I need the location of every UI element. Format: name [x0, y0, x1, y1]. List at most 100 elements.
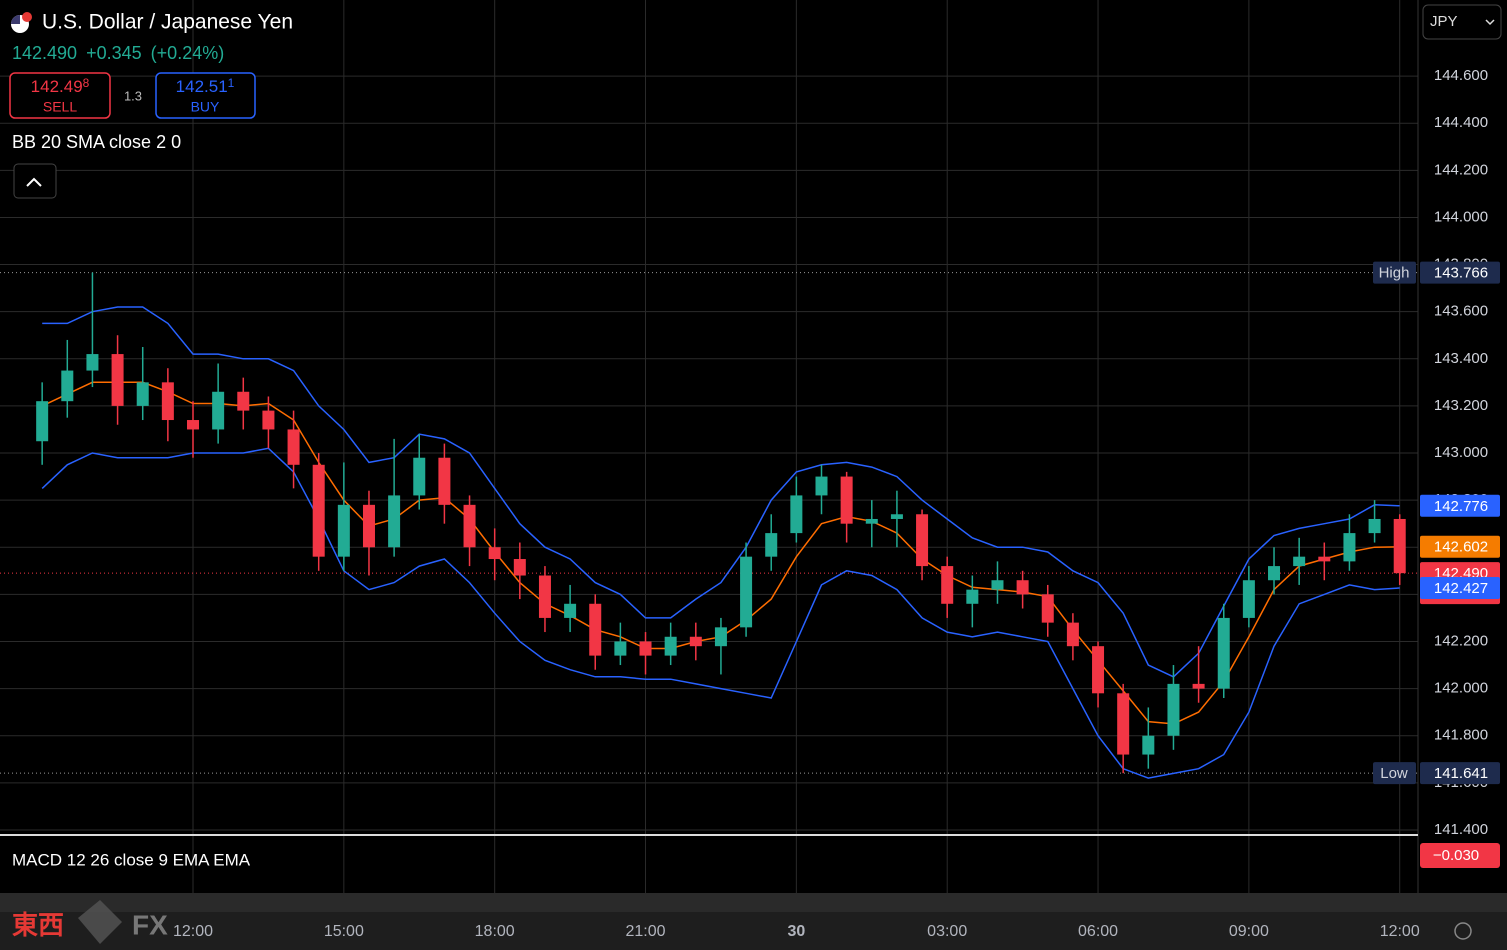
watermark-icon [78, 900, 122, 944]
x-tick-label: 30 [787, 923, 805, 940]
sell-price[interactable]: 142.498 [31, 76, 90, 96]
sell-price-tail: 8 [83, 76, 90, 90]
x-tick-label: 06:00 [1078, 923, 1118, 940]
symbol-title: U.S. Dollar / Japanese Yen [42, 11, 293, 34]
candle-body [1117, 693, 1130, 755]
price-change: +0.345 [86, 43, 142, 63]
x-tick-label: 12:00 [1380, 923, 1420, 940]
spacer [0, 893, 1507, 912]
candle-body [1142, 735, 1155, 755]
y-tick-label: 143.400 [1434, 350, 1488, 367]
candle-body [337, 504, 350, 557]
price-label: 143.766 [1434, 265, 1488, 282]
price-change-pct: (+0.24%) [151, 43, 225, 63]
plot [0, 272, 1418, 779]
sell-button[interactable] [9, 72, 111, 119]
y-tick-label: 143.200 [1434, 397, 1488, 414]
candle-body [1167, 683, 1180, 736]
y-tick-label: 141.400 [1434, 821, 1488, 838]
time-axis [0, 912, 1507, 950]
candle-body [388, 495, 401, 548]
candle-body [991, 580, 1004, 590]
candle-body [765, 533, 778, 557]
candle-body [714, 627, 727, 647]
candle-body [941, 566, 954, 604]
candle-body [614, 641, 627, 656]
buy-label[interactable]: BUY [191, 99, 220, 115]
candle-body [1343, 533, 1356, 562]
candle-body [312, 464, 325, 557]
buy-button[interactable] [155, 72, 256, 119]
candle-body [639, 641, 652, 656]
time-labels: 12:00 15:00 18:00 21:00 30 03:00 06:00 09:00 12:… [173, 923, 1420, 940]
macd-value-box [1420, 843, 1500, 868]
watermark-cn: 東西 [12, 910, 64, 940]
bb-label: BB 20 SMA close 2 0 [12, 132, 181, 152]
price-label-name-box [1373, 261, 1416, 284]
candle-body [1318, 556, 1331, 562]
candle-body [413, 457, 426, 496]
candle-body [1016, 580, 1029, 595]
candle-body [689, 636, 702, 647]
price-label-box [1420, 535, 1500, 558]
candle-body [865, 518, 878, 524]
candle-body [664, 636, 677, 656]
candle-body [1192, 683, 1205, 689]
candle-body [790, 495, 803, 534]
currency-dropdown[interactable] [1422, 4, 1502, 40]
price-label: 141.641 [1434, 765, 1488, 782]
watermark-fx: FX [132, 909, 168, 940]
price-label-name: Low [1380, 765, 1408, 782]
candle-body [161, 382, 174, 421]
quote: 142.490 +0.345 (+0.24%) [12, 43, 224, 63]
currency[interactable]: JPY [1430, 13, 1458, 30]
candle-body [212, 391, 225, 430]
settings-icon[interactable] [1454, 922, 1472, 940]
candle-body [1066, 622, 1079, 647]
chevron-icon [26, 177, 42, 187]
dropdown-icon [1485, 19, 1495, 26]
price-label-name-box [1373, 762, 1416, 785]
candle-body [36, 401, 49, 442]
candle-body [966, 589, 979, 604]
y-tick-label: 144.600 [1434, 67, 1488, 84]
candle-body [1368, 518, 1381, 534]
candle-body [61, 370, 74, 402]
y-tick-label: 144.400 [1434, 114, 1488, 131]
y-tick-label: 144.200 [1434, 161, 1488, 178]
candle-body [1242, 580, 1255, 618]
price-label-box [1420, 762, 1500, 785]
candle-body [187, 420, 199, 430]
flag-icon-jp [22, 12, 32, 22]
flag-icon-part [11, 15, 20, 24]
price-label-box [1420, 577, 1500, 599]
candle-body [1041, 594, 1054, 623]
candle-body [438, 457, 451, 505]
candle-body [916, 514, 929, 567]
sell-label[interactable]: SELL [43, 99, 77, 115]
candle-body [840, 476, 853, 524]
last-price: 142.490 [12, 43, 77, 63]
candle-body [815, 476, 828, 496]
candle-body [1293, 556, 1306, 567]
x-tick-label: 03:00 [927, 923, 967, 940]
candle-body [86, 354, 99, 371]
candle-body [111, 354, 124, 406]
price-label: 142.427 [1434, 580, 1488, 597]
candle-body [287, 429, 300, 465]
price-label: 142.776 [1434, 498, 1488, 515]
candle-body [136, 382, 149, 406]
price-axis: 144.600144.400144.200144.000143.800143.6… [1373, 67, 1500, 838]
x-tick-label: 09:00 [1229, 923, 1269, 940]
macd-label: MACD 12 26 close 9 EMA EMA [12, 850, 251, 869]
macd-value: −0.030 [1433, 847, 1479, 864]
buy-price[interactable]: 142.511 [176, 76, 235, 96]
candle-body [740, 556, 753, 628]
candle-body [1217, 617, 1230, 689]
x-tick-label: 12:00 [173, 923, 213, 940]
candle-body [589, 603, 602, 656]
sell-price-main: 142.49 [31, 77, 83, 96]
